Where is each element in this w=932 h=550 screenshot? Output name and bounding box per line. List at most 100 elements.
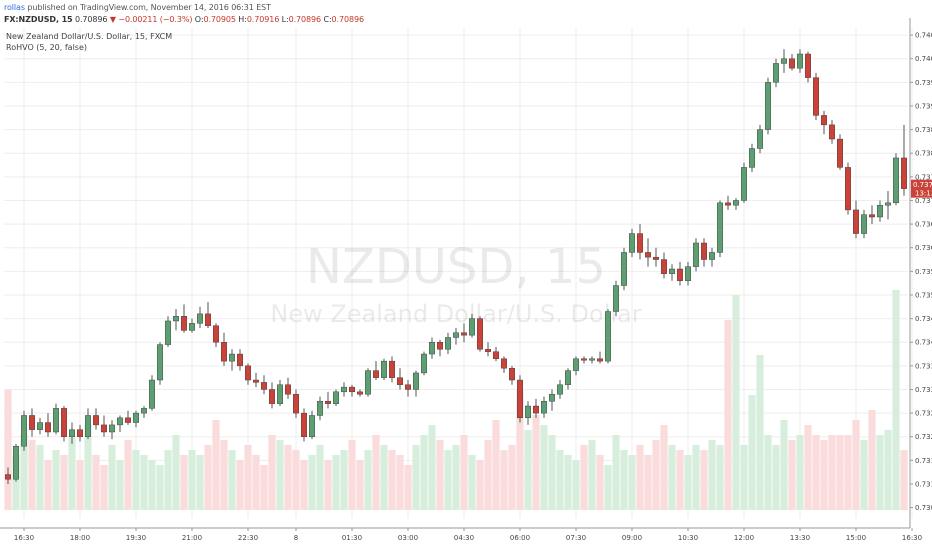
candle-body bbox=[765, 82, 772, 130]
candle-body bbox=[685, 266, 692, 281]
watermark-symbol: NZDUSD, 15 bbox=[306, 239, 606, 295]
price-tick-label: 0.73650 bbox=[915, 221, 932, 229]
volume-bar bbox=[788, 440, 796, 510]
price-tick-label: 0.73850 bbox=[915, 126, 932, 134]
price-tick-label: 0.73350 bbox=[915, 362, 932, 370]
volume-bar bbox=[292, 450, 300, 510]
volume-bar bbox=[204, 445, 212, 510]
volume-bar bbox=[76, 460, 84, 510]
time-tick-label: 13:30 bbox=[790, 534, 810, 542]
volume-bar bbox=[132, 450, 140, 510]
candle-body bbox=[525, 405, 532, 419]
volume-bar bbox=[260, 465, 268, 510]
time-tick-label: 04:30 bbox=[454, 534, 474, 542]
volume-bar bbox=[900, 450, 908, 510]
price-tick-label: 0.73900 bbox=[915, 102, 932, 110]
volume-bar bbox=[388, 450, 396, 510]
candle-body bbox=[677, 268, 684, 281]
candle-body bbox=[164, 320, 171, 345]
time-tick-label: 18:00 bbox=[70, 534, 90, 542]
price-change: −0.00211 (−0.3%) bbox=[118, 15, 193, 24]
volume-bar bbox=[692, 445, 700, 510]
candle-body bbox=[132, 412, 139, 423]
candle-body bbox=[653, 256, 660, 260]
candle-body bbox=[717, 202, 724, 253]
candle-body bbox=[893, 157, 900, 204]
candle-body bbox=[45, 422, 52, 433]
volume-bar bbox=[180, 455, 188, 510]
candle-body bbox=[645, 252, 652, 258]
time-tick-label: 10:30 bbox=[678, 534, 698, 542]
volume-bar bbox=[68, 435, 76, 510]
series-legend[interactable]: New Zealand Dollar/U.S. Dollar, 15, FXCM bbox=[6, 32, 173, 41]
indicator-legend[interactable]: RoHVO (5, 20, false) bbox=[6, 43, 87, 52]
candle-body bbox=[124, 417, 131, 423]
price-tick-label: 0.73200 bbox=[915, 433, 932, 441]
volume-bar bbox=[892, 290, 900, 510]
volume-bar bbox=[196, 455, 204, 510]
volume-bar bbox=[620, 450, 628, 510]
volume-bar bbox=[796, 435, 804, 510]
candle-body bbox=[517, 379, 524, 419]
volume-bar bbox=[748, 395, 756, 510]
price-tick-label: 0.73800 bbox=[915, 150, 932, 158]
candle-body bbox=[533, 405, 540, 414]
candle-body bbox=[236, 353, 243, 367]
candle-body bbox=[172, 316, 179, 322]
ohlc-close-label: C: bbox=[323, 15, 332, 24]
volume-bar bbox=[508, 445, 516, 510]
volume-bar bbox=[148, 460, 156, 510]
candle-body bbox=[885, 202, 892, 206]
candle-body bbox=[605, 311, 612, 362]
candle-body bbox=[845, 167, 852, 211]
volume-bar bbox=[820, 440, 828, 510]
candle-body bbox=[581, 358, 588, 361]
candle-body bbox=[100, 424, 107, 433]
candle-body bbox=[797, 53, 804, 69]
candle-body bbox=[741, 167, 748, 201]
candle-body bbox=[429, 342, 436, 355]
volume-bar bbox=[652, 440, 660, 510]
volume-bar bbox=[356, 460, 364, 510]
volume-bar bbox=[220, 440, 228, 510]
volume-bar bbox=[860, 440, 868, 510]
price-tick-label: 0.73600 bbox=[915, 244, 932, 252]
volume-bar bbox=[636, 445, 644, 510]
candle-body bbox=[4, 474, 11, 480]
volume-bar bbox=[60, 455, 68, 510]
volume-bar bbox=[436, 440, 444, 510]
candle-body bbox=[92, 415, 99, 426]
volume-bar bbox=[700, 450, 708, 510]
volume-bar bbox=[380, 445, 388, 510]
ohlc-high-label: H: bbox=[238, 15, 247, 24]
volume-bar bbox=[580, 445, 588, 510]
volume-bar bbox=[716, 445, 724, 510]
time-tick-label: 07:30 bbox=[566, 534, 586, 542]
time-tick-label: 22:30 bbox=[238, 534, 258, 542]
candle-body bbox=[188, 323, 195, 331]
volume-bar bbox=[412, 445, 420, 510]
candle-body bbox=[485, 349, 492, 352]
candle-body bbox=[453, 332, 460, 338]
candle-body bbox=[597, 358, 604, 362]
volume-bar bbox=[596, 455, 604, 510]
candle-body bbox=[461, 332, 468, 336]
candle-body bbox=[293, 394, 300, 414]
candle-body bbox=[509, 368, 516, 381]
volume-bar bbox=[252, 455, 260, 510]
publisher-link[interactable]: rollas bbox=[4, 3, 25, 12]
volume-bar bbox=[668, 445, 676, 510]
candle-body bbox=[637, 233, 644, 253]
candle-body bbox=[773, 63, 780, 83]
ohlc-close: 0.70896 bbox=[331, 15, 364, 24]
candle-body bbox=[405, 384, 412, 390]
candle-body bbox=[477, 318, 484, 350]
volume-bar bbox=[876, 435, 884, 510]
candle-body bbox=[813, 77, 820, 116]
candle-body bbox=[861, 214, 868, 234]
volume-bar bbox=[804, 425, 812, 510]
candle-body bbox=[349, 386, 356, 393]
volume-bar bbox=[588, 440, 596, 510]
volume-bar bbox=[548, 435, 556, 510]
